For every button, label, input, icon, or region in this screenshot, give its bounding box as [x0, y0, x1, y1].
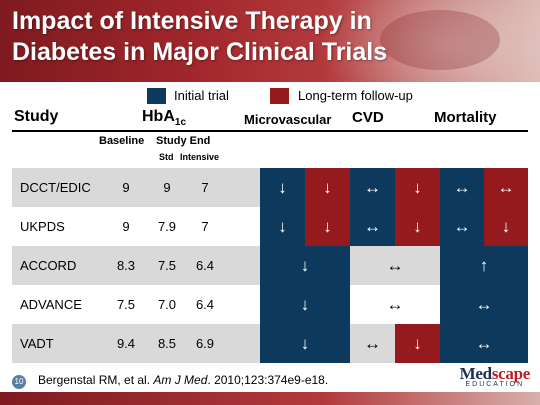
cvd-initial: ↔ [386, 295, 404, 314]
table-row: ADVANCE 7.5 7.0 6.4 ↓ ↔ ↔ [12, 285, 528, 324]
mort-initial: ↔ [440, 324, 528, 363]
legend-initial-label: Initial trial [174, 88, 229, 103]
cvd-initial: ↔ [350, 207, 395, 246]
intensive-value: 7 [201, 180, 209, 195]
slide-title: Impact of Intensive Therapy in Diabetes … [12, 7, 388, 66]
footer-bar [0, 392, 540, 405]
header-mortality: Mortality [434, 109, 497, 126]
std-value: 8.5 [157, 336, 177, 351]
baseline-value: 9 [122, 219, 130, 234]
subheader-baseline: Baseline [99, 135, 145, 147]
cvd-initial: ↔ [350, 168, 395, 207]
header-hba1c: HbA1c [142, 108, 187, 129]
intensive-value: 6.4 [195, 258, 215, 273]
mort-initial: ↔ [440, 168, 484, 207]
table-row: VADT 9.4 8.5 6.9 ↓ ↔ ↓ ↔ [12, 324, 528, 363]
intensive-value: 7 [201, 219, 209, 234]
baseline-value: 7.5 [116, 297, 136, 312]
title-banner: Impact of Intensive Therapy in Diabetes … [0, 0, 540, 82]
micro-initial: ↓ [260, 285, 350, 324]
baseline-value: 8.3 [116, 258, 136, 273]
baseline-value: 9.4 [116, 336, 136, 351]
study-name: UKPDS [20, 219, 65, 234]
medscape-logo: Medscape EDUCATION [459, 364, 531, 388]
header-rule [12, 130, 528, 132]
cvd-followup: ↓ [395, 207, 440, 246]
std-value: 7.0 [157, 297, 177, 312]
micro-followup: ↓ [305, 168, 350, 207]
cvd-initial: ↔ [386, 256, 404, 275]
subheader-study-end: Study End [156, 135, 211, 147]
intensive-value: 6.4 [195, 297, 215, 312]
legend-initial-swatch [147, 88, 166, 104]
table-row: ACCORD 8.3 7.5 6.4 ↓ ↔ ↑ [12, 246, 528, 285]
std-value: 7.5 [157, 258, 177, 273]
legend-followup-swatch [270, 88, 289, 104]
page-number: 10 [12, 375, 26, 389]
header-microvascular: Microvascular [244, 112, 332, 127]
subheader-std: Std [159, 152, 174, 162]
study-name: ACCORD [20, 258, 77, 273]
mort-followup: ↔ [484, 168, 528, 207]
table-row: UKPDS 9 7.9 7 ↓ ↓ ↔ ↓ ↔ ↓ [12, 207, 528, 246]
legend-followup-label: Long-term follow-up [298, 88, 413, 103]
cvd-initial: ↔ [364, 334, 381, 353]
std-value: 9 [163, 180, 171, 195]
citation: Bergenstal RM, et al. Am J Med. 2010;123… [38, 373, 329, 387]
cvd-followup: ↓ [395, 168, 440, 207]
std-value: 7.9 [157, 219, 177, 234]
study-name: VADT [20, 336, 54, 351]
cvd-followup: ↓ [395, 324, 440, 363]
baseline-value: 9 [122, 180, 130, 195]
micro-initial: ↓ [260, 168, 305, 207]
mort-initial: ↔ [440, 207, 484, 246]
mort-initial: ↑ [440, 246, 528, 285]
micro-initial: ↓ [260, 324, 350, 363]
study-name: DCCT/EDIC [20, 180, 91, 195]
table-row: DCCT/EDIC 9 9 7 ↓ ↓ ↔ ↓ ↔ ↔ [12, 168, 528, 207]
subheader-intensive: Intensive [180, 152, 220, 162]
study-name: ADVANCE [20, 297, 82, 312]
mort-followup: ↓ [484, 207, 528, 246]
legend: Initial trial Long-term follow-up [0, 87, 540, 107]
micro-initial: ↓ [260, 207, 305, 246]
header-study: Study [14, 108, 59, 125]
header-cvd: CVD [352, 109, 384, 126]
mort-initial: ↔ [440, 285, 528, 324]
micro-followup: ↓ [305, 207, 350, 246]
intensive-value: 6.9 [195, 336, 215, 351]
micro-initial: ↓ [260, 246, 350, 285]
